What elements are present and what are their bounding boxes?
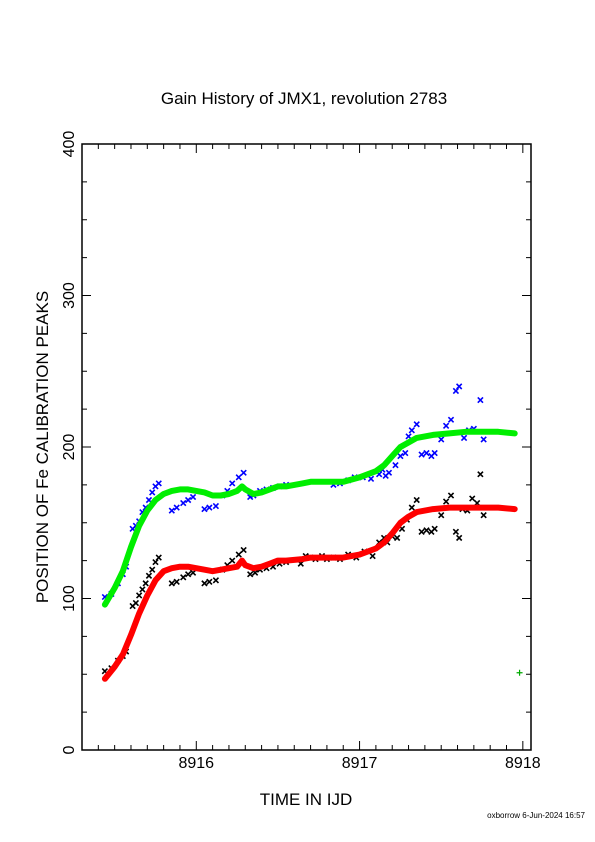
data-point [201,505,208,513]
series-3 [101,504,518,682]
data-point [155,480,162,487]
data-point [184,496,192,504]
x-tick-label: 8916 [178,755,214,772]
data-point [408,427,415,434]
data-point [152,558,159,566]
y-tick-label: 200 [61,434,78,461]
data-point [149,566,156,573]
data-point [367,475,375,482]
data-point [142,580,149,587]
x-axis-label: TIME IN IJD [260,790,353,809]
data-point [206,504,213,511]
data-point [149,489,156,496]
data-point [139,586,146,593]
data-point [135,592,143,599]
data-point [447,416,455,423]
data-point [477,396,484,404]
data-point [452,528,460,536]
data-point [240,546,247,554]
data-point [173,578,180,586]
data-point [402,449,409,457]
series-4 [516,669,523,676]
data-point [212,577,220,584]
data-point [229,557,236,564]
data-point [180,574,187,581]
chart-title: Gain History of JMX1, revolution 2783 [161,89,447,108]
data-point [201,580,208,587]
data-point [180,499,187,507]
data-point [442,498,450,505]
data-point [423,449,430,457]
data-point [206,578,213,586]
data-point [469,495,476,502]
data-series [101,383,523,682]
data-point [460,434,468,442]
data-point [455,383,463,390]
data-point [413,421,420,428]
y-tick-label: 100 [61,585,78,612]
data-point [235,551,242,558]
data-point [452,387,460,395]
data-point [189,493,197,501]
x-tick-label: 8918 [505,755,541,772]
footer-stamp: oxborrow 6-Jun-2024 16:57 [487,811,585,820]
data-point [397,452,404,460]
data-point [477,471,484,478]
data-point [229,480,236,487]
data-point [184,571,192,578]
data-point [455,534,463,542]
data-point [431,525,438,532]
data-point [480,436,487,443]
series-2 [101,428,518,608]
data-point [418,528,425,536]
data-point [173,504,180,511]
fit-line [101,504,518,682]
y-tick-label: 300 [61,282,78,309]
plus-marker [516,669,523,676]
data-point [240,469,247,476]
data-point [392,462,399,469]
plot-frame [81,143,532,751]
data-point [155,554,162,561]
data-point [438,512,445,519]
y-tick-label: 400 [61,131,78,158]
fit-line [101,428,518,608]
data-point [132,599,140,607]
data-point [168,507,175,514]
data-point [145,572,153,579]
data-point [247,571,254,578]
data-point [235,474,242,481]
data-point [442,422,450,429]
data-point [189,569,197,576]
data-point [369,552,376,560]
data-point [168,580,175,587]
data-point [431,449,438,457]
data-point [418,451,425,458]
data-point [408,504,415,511]
y-tick-label: 0 [61,745,78,754]
data-point [393,534,401,542]
y-axis-label: POSITION OF Fe CALIBRATION PEAKS [33,291,52,603]
series-0 [101,383,487,601]
data-point [385,469,393,476]
data-point [438,436,445,443]
x-tick-label: 8917 [342,755,378,772]
axes: 0 100 200 300 400 8916 8917 8918 [61,131,541,772]
data-point [447,492,455,499]
data-point [423,527,430,534]
data-point [480,512,487,519]
data-point [212,502,220,510]
data-point [413,496,420,504]
